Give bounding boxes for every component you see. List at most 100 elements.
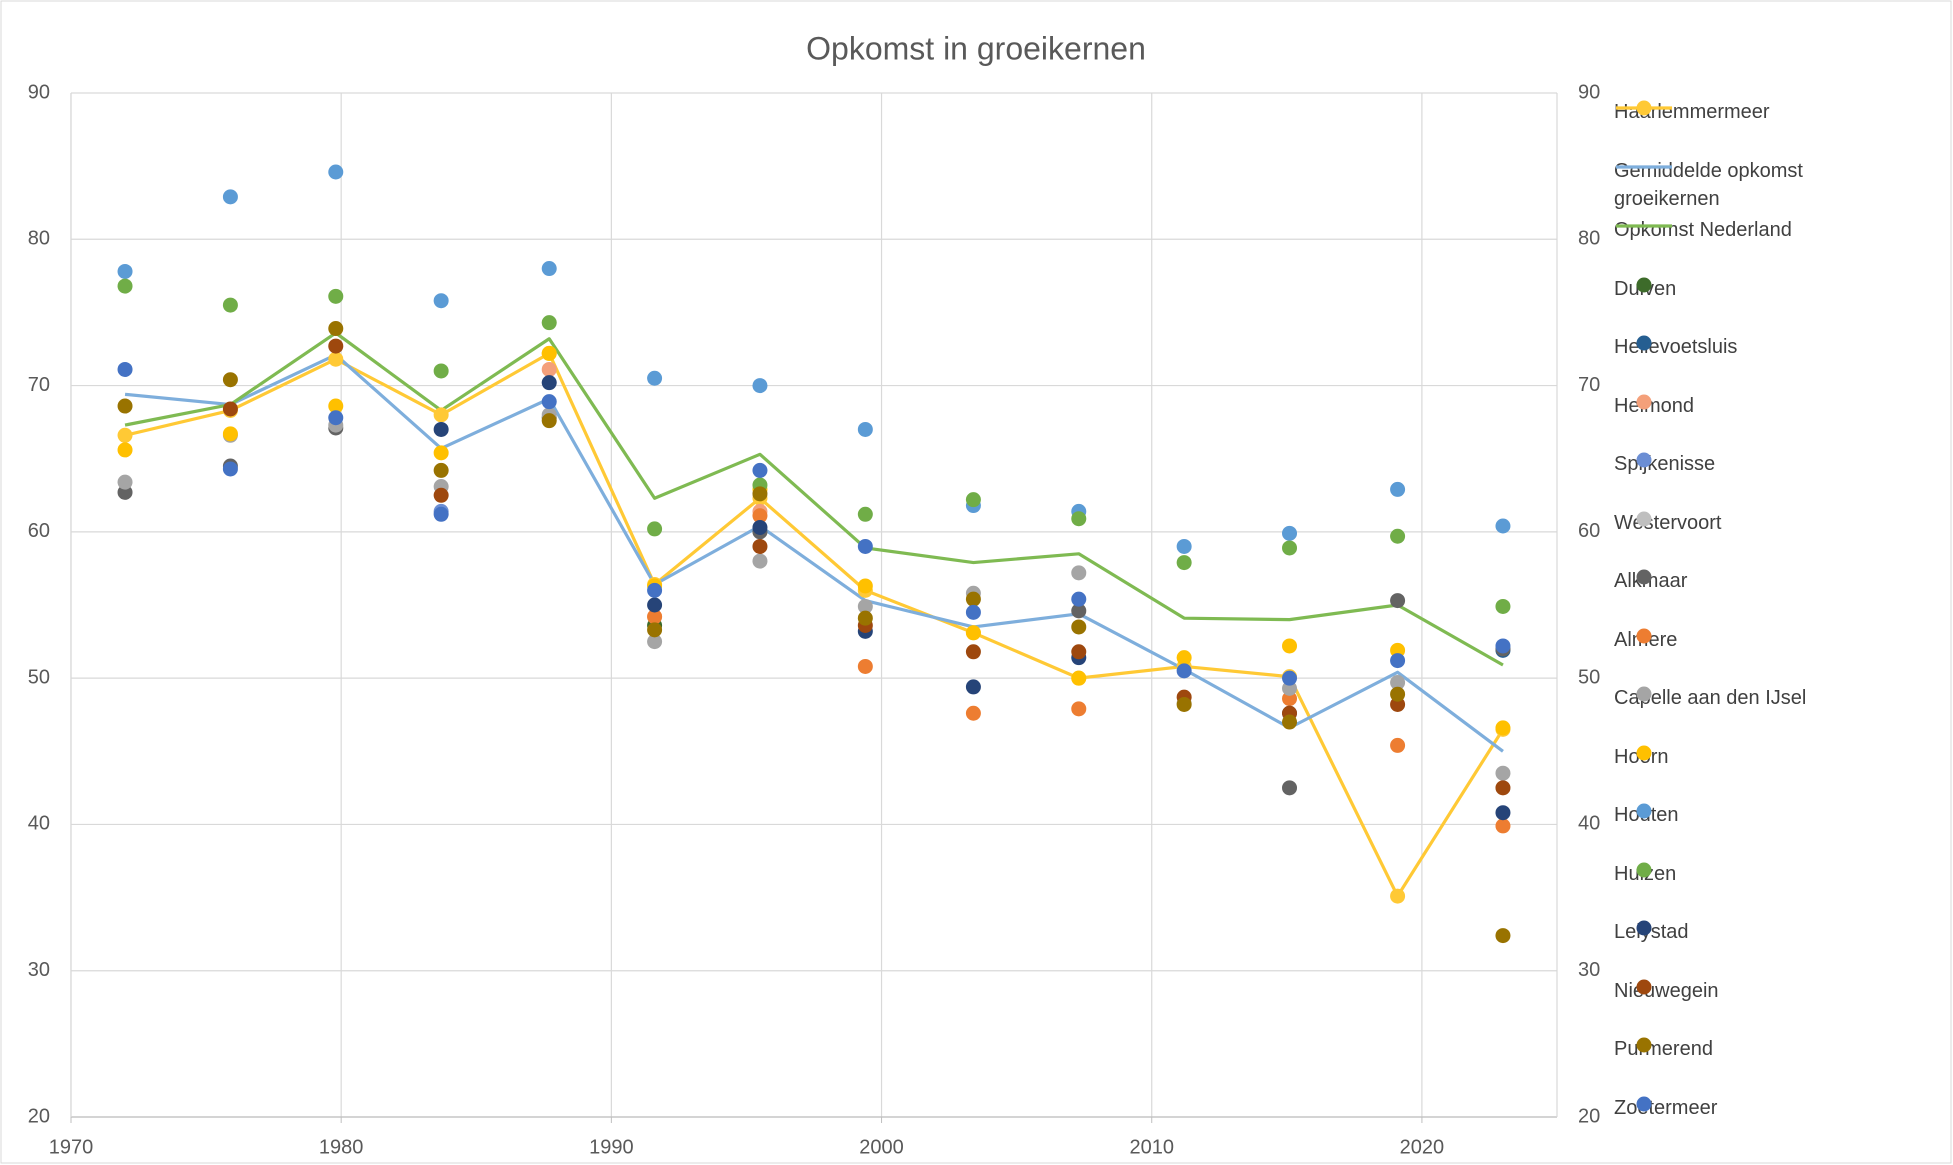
- series-line: [124, 353, 1504, 753]
- chart-title: Opkomst in groeikernen: [806, 30, 1146, 66]
- legend-marker: [1636, 862, 1652, 877]
- x-tick-label: 2020: [1400, 1136, 1445, 1158]
- data-point: [857, 610, 873, 626]
- y-tick-label: 60: [28, 520, 50, 542]
- legend-marker: [1636, 100, 1652, 116]
- data-point: [1390, 653, 1406, 669]
- data-point: [541, 413, 557, 429]
- legend-symbol: [1616, 165, 1672, 169]
- data-point: [1390, 888, 1406, 904]
- data-point: [1390, 675, 1406, 691]
- legend-item: Westervoort: [1614, 509, 1854, 537]
- x-tick-label: 2000: [859, 1136, 904, 1158]
- data-point: [433, 363, 449, 379]
- legend-symbol: [1636, 745, 1652, 760]
- y2-tick-label: 30: [1578, 959, 1600, 981]
- legend-symbol: [1636, 862, 1652, 877]
- data-point: [1282, 670, 1298, 686]
- data-point: [752, 378, 768, 394]
- lines: [124, 331, 1505, 898]
- data-point: [1495, 765, 1511, 781]
- data-point: [647, 609, 663, 625]
- data-point: [752, 538, 768, 554]
- data-point: [222, 426, 238, 442]
- data-point: [752, 462, 768, 478]
- data-point: [857, 506, 873, 522]
- data-point: [117, 263, 133, 279]
- data-point: [1495, 720, 1511, 736]
- data-point: [117, 278, 133, 294]
- legend-symbol: [1616, 100, 1672, 116]
- legend-marker: [1636, 979, 1652, 994]
- series-line: [124, 331, 1504, 667]
- legend-marker: [1636, 569, 1652, 585]
- data-point: [1495, 518, 1511, 534]
- data-point: [1282, 525, 1298, 541]
- legend-marker: [1636, 452, 1652, 468]
- data-point: [1071, 511, 1087, 527]
- markers: [117, 164, 1511, 944]
- y2-tick-label: 60: [1578, 520, 1600, 542]
- data-point: [328, 338, 344, 354]
- data-point: [328, 288, 344, 304]
- data-point: [1071, 591, 1087, 607]
- data-point: [433, 487, 449, 503]
- legend-label: Lelystad: [1614, 921, 1689, 943]
- data-point: [857, 578, 873, 594]
- legend-marker: [1636, 1037, 1652, 1053]
- legend-marker: [1636, 920, 1652, 936]
- data-point: [1495, 928, 1511, 944]
- legend-marker: [1636, 628, 1652, 643]
- data-point: [433, 462, 449, 478]
- data-point: [328, 164, 344, 180]
- data-point: [117, 474, 133, 490]
- legend-item: Haarlemmermeer: [1614, 98, 1854, 126]
- data-point: [965, 625, 981, 641]
- legend-item: Houten: [1614, 801, 1854, 829]
- data-point: [1390, 686, 1406, 702]
- data-point: [752, 486, 768, 502]
- data-point: [1495, 638, 1511, 654]
- data-point: [647, 634, 663, 650]
- data-point: [1495, 818, 1511, 834]
- data-point: [222, 189, 238, 205]
- data-point: [1282, 714, 1298, 730]
- legend-marker: [1636, 745, 1652, 760]
- data-point: [541, 315, 557, 331]
- data-point: [647, 582, 663, 598]
- data-point: [1176, 555, 1192, 571]
- legend-marker: [1636, 1096, 1652, 1111]
- legend-item: Gemiddelde opkomst groeikernen: [1614, 157, 1854, 213]
- data-point: [222, 372, 238, 388]
- data-point: [117, 361, 133, 377]
- y-tick-label: 70: [28, 374, 50, 396]
- legend-marker: [1636, 686, 1652, 702]
- legend-item: Almere: [1614, 626, 1854, 654]
- data-point: [1176, 696, 1192, 712]
- data-point: [1282, 540, 1298, 556]
- legend-marker: [1636, 803, 1652, 819]
- data-point: [328, 321, 344, 337]
- data-point: [541, 261, 557, 277]
- data-point: [1282, 780, 1298, 796]
- y2-tick-label: 80: [1578, 228, 1600, 250]
- data-point: [647, 521, 663, 537]
- data-point: [1390, 481, 1406, 497]
- data-point: [1176, 650, 1192, 666]
- data-point: [752, 519, 768, 535]
- legend-symbol: [1636, 277, 1652, 292]
- data-point: [1176, 538, 1192, 554]
- data-point: [857, 658, 873, 674]
- y-tick-label: 30: [28, 959, 50, 981]
- y-tick-label: 20: [28, 1105, 50, 1127]
- data-point: [752, 553, 768, 569]
- legend-symbol: [1636, 686, 1652, 702]
- data-point: [541, 394, 557, 410]
- legend-item: Opkomst Nederland: [1614, 216, 1854, 244]
- y-tick-label: 80: [28, 228, 50, 250]
- data-point: [1495, 598, 1511, 614]
- legend-symbol: [1636, 569, 1652, 585]
- legend-symbol: [1636, 394, 1652, 409]
- data-point: [1390, 528, 1406, 544]
